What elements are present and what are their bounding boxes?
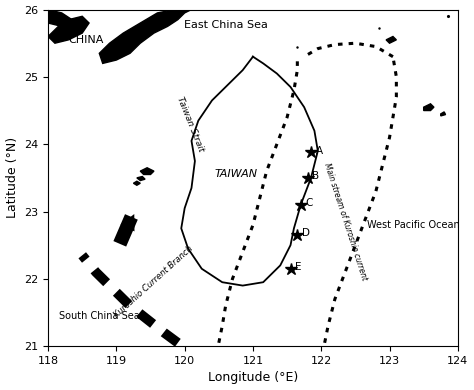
- Polygon shape: [134, 181, 140, 185]
- Text: East China Sea: East China Sea: [184, 20, 268, 30]
- Text: A: A: [316, 145, 323, 156]
- Text: CHINA: CHINA: [68, 35, 103, 45]
- Polygon shape: [48, 16, 89, 43]
- Polygon shape: [99, 10, 191, 64]
- Text: E: E: [295, 262, 302, 272]
- Polygon shape: [181, 57, 318, 285]
- Text: TAIWAN: TAIWAN: [214, 170, 257, 179]
- Text: D: D: [302, 229, 310, 238]
- Text: Kuroshio Current Branch: Kuroshio Current Branch: [113, 245, 195, 320]
- Text: B: B: [312, 171, 319, 181]
- Text: South China Sea: South China Sea: [59, 311, 140, 321]
- Polygon shape: [140, 168, 154, 174]
- Polygon shape: [386, 37, 396, 43]
- Text: Taiwan Strait: Taiwan Strait: [175, 95, 205, 153]
- Polygon shape: [137, 177, 145, 181]
- Polygon shape: [441, 112, 446, 116]
- Text: West Pacific Ocean: West Pacific Ocean: [367, 220, 460, 230]
- Y-axis label: Latitude (°N): Latitude (°N): [6, 137, 18, 218]
- Polygon shape: [48, 10, 72, 27]
- Text: Main stream of Kuroshio current: Main stream of Kuroshio current: [322, 162, 368, 282]
- Polygon shape: [424, 104, 434, 110]
- X-axis label: Longitude (°E): Longitude (°E): [208, 371, 298, 385]
- Text: C: C: [306, 198, 313, 208]
